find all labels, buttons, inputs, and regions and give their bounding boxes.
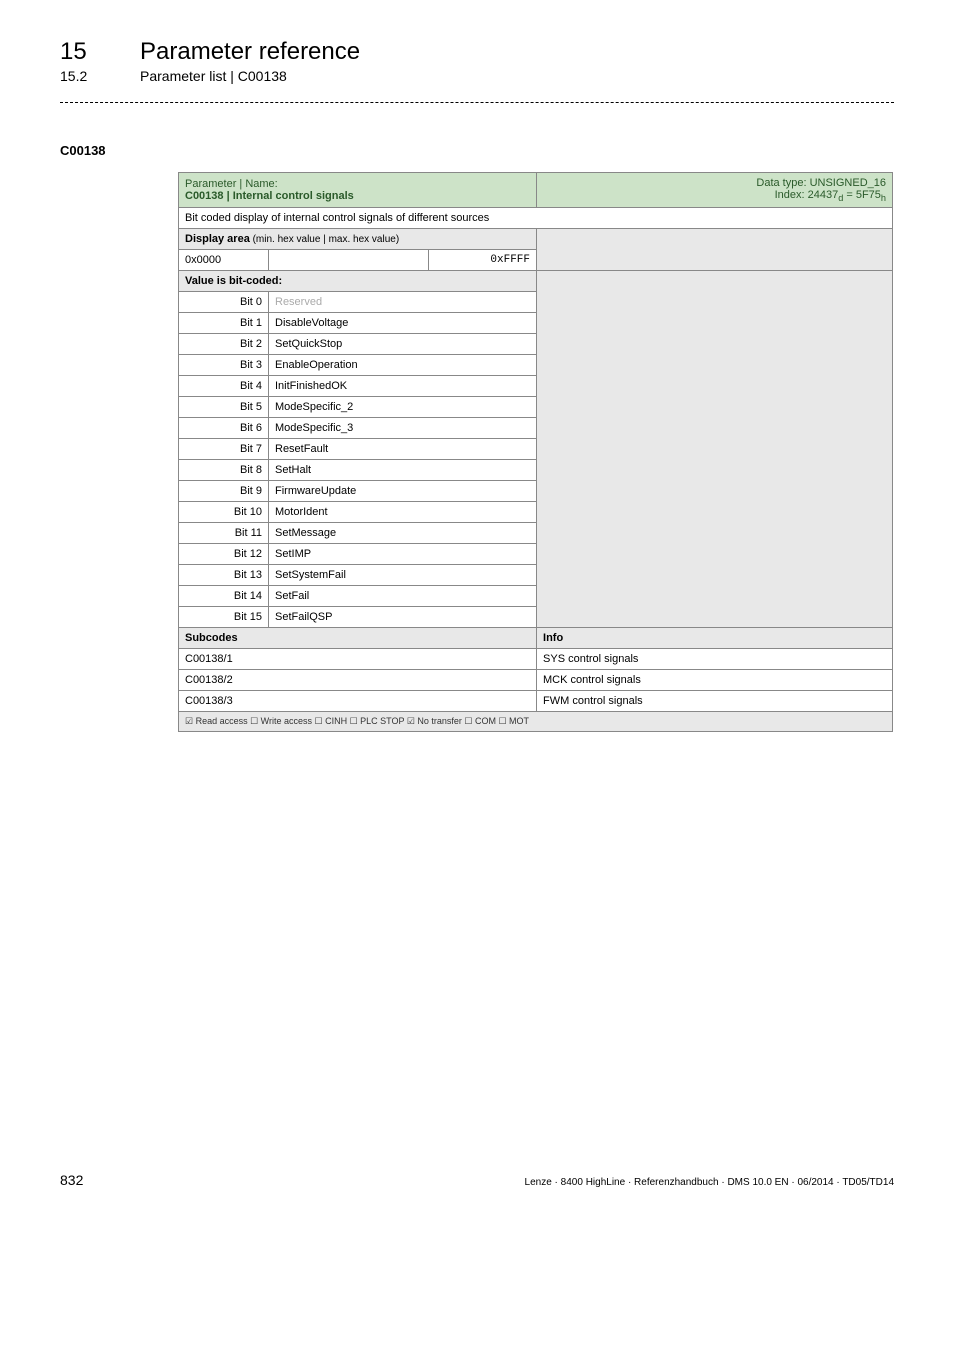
section-number: 15.2 [60, 68, 108, 84]
bit-label: Bit 9 [179, 481, 269, 502]
subcode-code: C00138/2 [179, 670, 537, 691]
bit-label: Bit 2 [179, 334, 269, 355]
bit-label: Bit 8 [179, 460, 269, 481]
bit-value: SetMessage [269, 523, 537, 544]
display-area-label: Display area [185, 233, 250, 245]
bits-blank-col [537, 271, 893, 628]
subcode-info: FWM control signals [537, 691, 893, 712]
val-min: 0x0000 [179, 250, 269, 271]
footer-text: Lenze · 8400 HighLine · Referenzhandbuch… [525, 1177, 894, 1188]
subcode-code: C00138/1 [179, 649, 537, 670]
chapter-title: Parameter reference [140, 38, 360, 66]
bit-value: SetQuickStop [269, 334, 537, 355]
page-number: 832 [60, 1172, 83, 1188]
description: Bit coded display of internal control si… [179, 208, 893, 229]
display-area-header: Display area (min. hex value | max. hex … [179, 229, 537, 250]
display-area-blank [537, 229, 893, 271]
bit-value: SetIMP [269, 544, 537, 565]
param-label: Parameter | Name: [185, 178, 278, 190]
bit-value: SetHalt [269, 460, 537, 481]
table-header-right: Data type: UNSIGNED_16 Index: 24437d = 5… [537, 173, 893, 208]
bit-value: ModeSpecific_2 [269, 397, 537, 418]
subcode-info: SYS control signals [537, 649, 893, 670]
bit-label: Bit 14 [179, 586, 269, 607]
index-sub-h: h [881, 193, 886, 203]
chapter-number: 15 [60, 38, 108, 66]
bit-label: Bit 4 [179, 376, 269, 397]
info-header: Info [537, 628, 893, 649]
subcode-info: MCK control signals [537, 670, 893, 691]
bit-label: Bit 10 [179, 502, 269, 523]
index-eq: = 5F75 [843, 189, 881, 201]
section-title: Parameter list | C00138 [140, 68, 287, 84]
bit-label: Bit 15 [179, 607, 269, 628]
val-mid-blank [269, 250, 429, 271]
bit-label: Bit 0 [179, 292, 269, 313]
bit-value: Reserved [269, 292, 537, 313]
divider [60, 102, 894, 103]
bit-value: SetSystemFail [269, 565, 537, 586]
bit-label: Bit 11 [179, 523, 269, 544]
bit-value: EnableOperation [269, 355, 537, 376]
bit-label: Bit 7 [179, 439, 269, 460]
bit-value: SetFail [269, 586, 537, 607]
access-line: ☑ Read access ☐ Write access ☐ CINH ☐ PL… [179, 712, 893, 732]
bit-label: Bit 1 [179, 313, 269, 334]
subcode-code: C00138/3 [179, 691, 537, 712]
bit-label: Bit 5 [179, 397, 269, 418]
bit-label: Bit 12 [179, 544, 269, 565]
bit-label: Bit 13 [179, 565, 269, 586]
bit-value: ModeSpecific_3 [269, 418, 537, 439]
bit-label: Bit 6 [179, 418, 269, 439]
bit-label: Bit 3 [179, 355, 269, 376]
bit-value: ResetFault [269, 439, 537, 460]
display-area-sub: (min. hex value | max. hex value) [250, 234, 399, 245]
datatype: Data type: UNSIGNED_16 [756, 177, 886, 189]
subcodes-header: Subcodes [179, 628, 537, 649]
index-label: Index: 24437 [775, 189, 839, 201]
bit-value: MotorIdent [269, 502, 537, 523]
bit-value: DisableVoltage [269, 313, 537, 334]
bit-value: InitFinishedOK [269, 376, 537, 397]
bit-value: FirmwareUpdate [269, 481, 537, 502]
val-max: 0xFFFF [429, 250, 537, 271]
bitcoded-label: Value is bit-coded: [179, 271, 537, 292]
parameter-code-heading: C00138 [60, 143, 894, 158]
table-header-left: Parameter | Name: C00138 | Internal cont… [179, 173, 537, 208]
param-name: C00138 | Internal control signals [185, 190, 354, 202]
parameter-table: Parameter | Name: C00138 | Internal cont… [178, 172, 893, 732]
bit-value: SetFailQSP [269, 607, 537, 628]
